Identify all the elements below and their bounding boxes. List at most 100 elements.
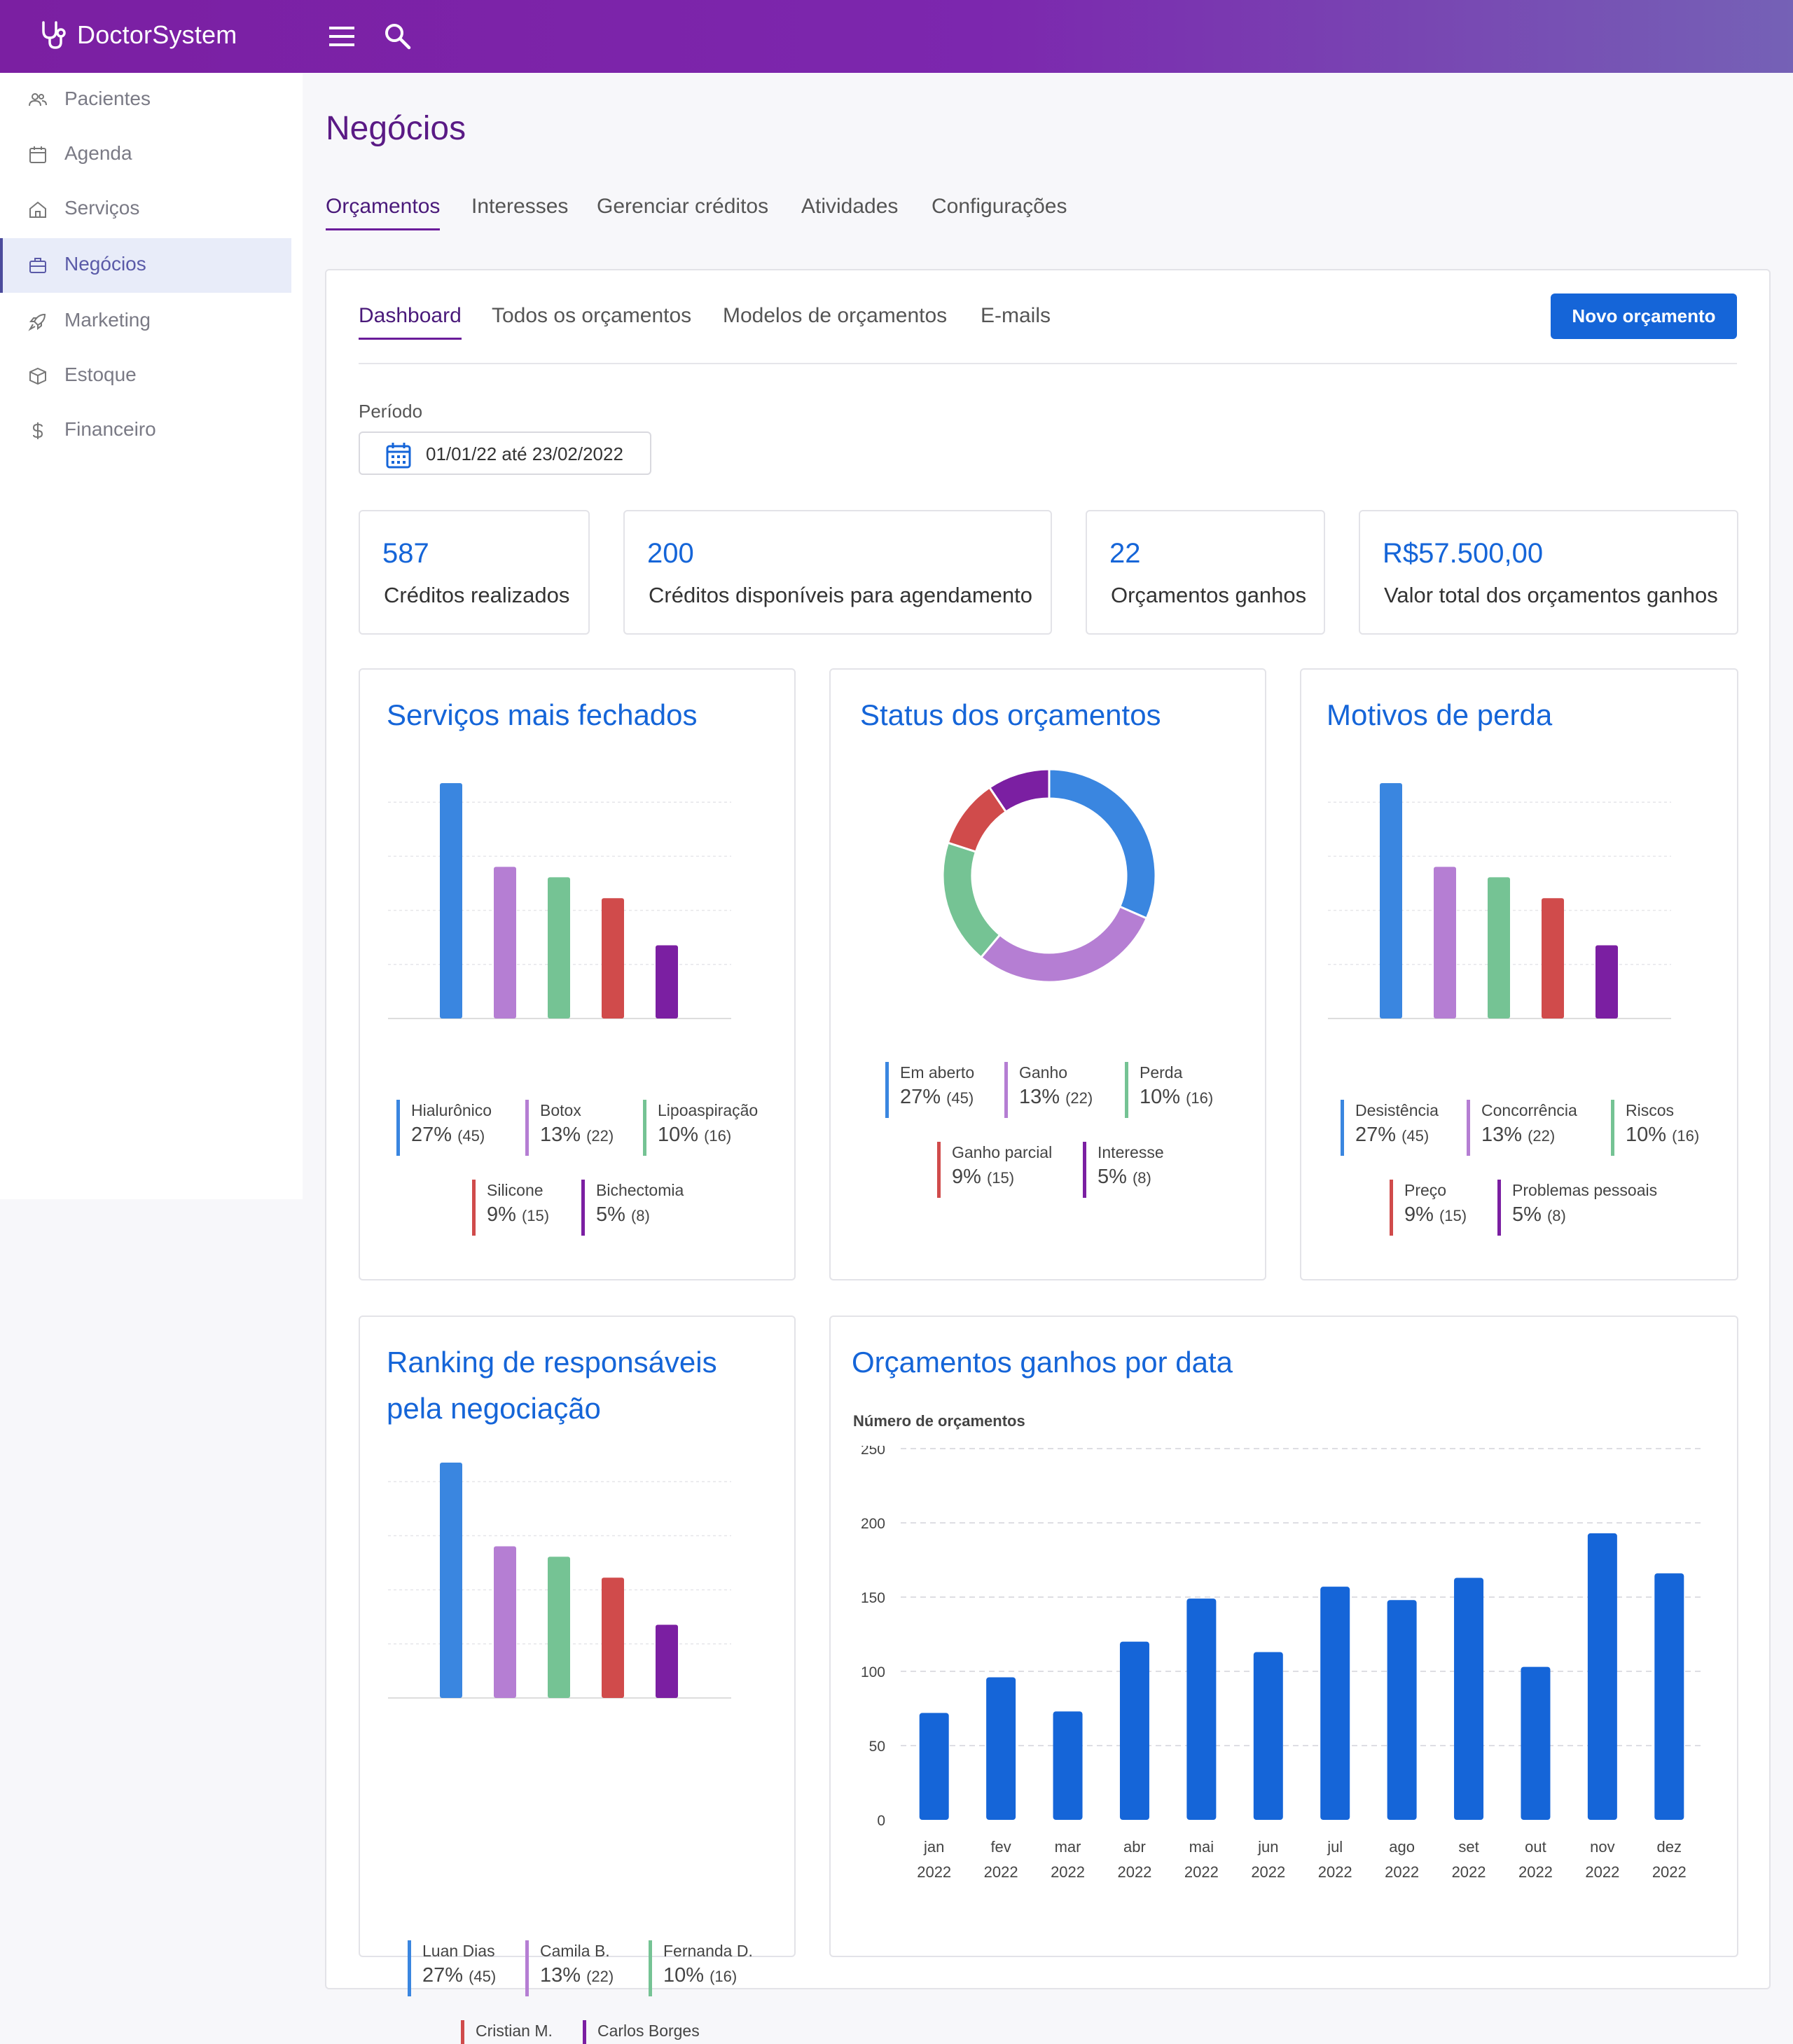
x-tick-label: jun (1257, 1838, 1278, 1856)
bar-chart-por-data: 0 50 100 150 200 250 jan 2022 fev 2022 mar 2022 abr 2… (861, 1446, 1703, 1881)
legend-label: Luan Dias (422, 1942, 495, 1960)
legend-item: Hialurônico 27% (45) (396, 1100, 492, 1156)
tab-orcamentos[interactable]: Orçamentos (326, 195, 441, 230)
legend-value: 10% (16) (1626, 1121, 1699, 1150)
x-tick-year: 2022 (1051, 1863, 1085, 1881)
bar (602, 898, 624, 1018)
sidebar-item-financeiro[interactable]: Financeiro (0, 403, 291, 458)
legend-value: 5% (8) (597, 2041, 700, 2044)
top-bar: DoctorSystem (0, 0, 1793, 73)
sidebar-item-negocios[interactable]: Negócios (0, 238, 291, 293)
tab-atividades[interactable]: Atividades (801, 195, 899, 218)
bar (1521, 1666, 1551, 1820)
legend-percent: 13% (540, 1124, 587, 1146)
legend-percent: 10% (658, 1124, 705, 1146)
legend-item: Preço 9% (15) (1390, 1180, 1467, 1236)
x-tick-label: jan (923, 1838, 944, 1856)
sidebar-item-estoque[interactable]: Estoque (0, 349, 291, 403)
legend-value: 9% (15) (476, 2041, 553, 2044)
legend-item: Ganho 13% (22) (1004, 1062, 1093, 1118)
legend-value: 13% (22) (540, 1121, 614, 1150)
bar (1320, 1587, 1350, 1820)
search-icon[interactable] (384, 22, 412, 54)
page-title: Negócios (326, 110, 466, 147)
sidebar-item-label: Serviços (64, 197, 140, 219)
stat-label: Orçamentos ganhos (1111, 583, 1307, 607)
legend-count: (16) (709, 1968, 738, 1985)
x-tick-year: 2022 (1452, 1863, 1486, 1881)
sidebar-item-marketing[interactable]: Marketing (0, 294, 291, 349)
legend-value: 13% (22) (1481, 1121, 1577, 1150)
legend-value: 27% (45) (900, 1083, 974, 1112)
period-label: Período (359, 401, 423, 422)
new-budget-button[interactable]: Novo orçamento (1551, 294, 1737, 339)
donut-slice (1048, 768, 1157, 920)
app-logo[interactable]: DoctorSystem (39, 20, 237, 50)
legend-label: Concorrência (1481, 1101, 1577, 1119)
tab-dashboard[interactable]: Dashboard (359, 304, 462, 340)
legend-count: (8) (1546, 1207, 1566, 1224)
legend-label: Botox (540, 1101, 581, 1119)
chart-card-servicos: Serviços mais fechados Hialurônico 27% (4… (359, 668, 796, 1280)
stethoscope-icon (42, 21, 66, 49)
sidebar-item-pacientes[interactable]: Pacientes (0, 73, 291, 127)
bar (656, 945, 678, 1018)
legend-count: (8) (630, 1207, 650, 1224)
x-tick-year: 2022 (1585, 1863, 1619, 1881)
tab-emails[interactable]: E-mails (981, 304, 1051, 327)
sidebar-item-servicos[interactable]: Serviços (0, 182, 291, 237)
legend-item: Bichectomia 5% (8) (581, 1180, 684, 1236)
chart-title: Orçamentos ganhos por data (852, 1346, 1233, 1379)
legend-percent: 9% (952, 1166, 987, 1188)
chart-title: Motivos de perda (1327, 698, 1553, 731)
legend-percent: 5% (596, 1203, 631, 1226)
tab-todos-orcamentos[interactable]: Todos os orçamentos (492, 304, 692, 327)
tabs-divider (359, 363, 1737, 364)
legend-item: Carlos Borges5% (8) (583, 2020, 700, 2044)
menu-icon[interactable] (329, 25, 356, 51)
stat-value: 22 (1109, 538, 1141, 569)
y-axis-label: Número de orçamentos (853, 1412, 1025, 1430)
bar (440, 783, 462, 1018)
legend-item: Luan Dias 27% (45) (408, 1940, 496, 1996)
tab-gerenciar-creditos[interactable]: Gerenciar créditos (597, 195, 769, 218)
x-tick-year: 2022 (1184, 1863, 1219, 1881)
y-tick-label: 200 (861, 1516, 885, 1532)
legend-count: (22) (586, 1968, 614, 1985)
tab-configuracoes[interactable]: Configurações (932, 195, 1067, 218)
period-date-picker[interactable]: 01/01/22 até 23/02/2022 (359, 431, 651, 475)
y-tick-label: 0 (877, 1813, 885, 1829)
legend-value: 13% (22) (540, 1961, 614, 1991)
x-tick-label: mar (1055, 1838, 1081, 1856)
chart-title: Status dos orçamentos (860, 698, 1161, 731)
legend-value: 5% (8) (1512, 1201, 1657, 1230)
legend-percent: 27% (1355, 1124, 1402, 1146)
legend-label: Perda (1140, 1063, 1183, 1082)
legend-item: Silicone 9% (15) (472, 1180, 549, 1236)
home-icon (29, 201, 46, 218)
sidebar-item-label: Agenda (64, 142, 132, 164)
stat-label: Créditos realizados (384, 583, 570, 607)
calendar-icon (29, 146, 46, 163)
legend-item: Em aberto 27% (45) (885, 1062, 974, 1118)
legend-value: 9% (15) (487, 1201, 549, 1230)
x-tick-year: 2022 (917, 1863, 951, 1881)
x-tick-label: abr (1123, 1838, 1146, 1856)
tab-modelos-orcamentos[interactable]: Modelos de orçamentos (723, 304, 948, 327)
legend-percent: 27% (411, 1124, 458, 1146)
legend-value: 5% (8) (1098, 1163, 1164, 1192)
bar (986, 1677, 1016, 1820)
stat-label: Créditos disponíveis para agendamento (649, 583, 1033, 607)
legend-percent: 13% (1019, 1086, 1066, 1108)
legend-item: Cristian M.9% (15) (461, 2020, 553, 2044)
tab-interesses[interactable]: Interesses (471, 195, 569, 218)
x-tick-label: dez (1657, 1838, 1682, 1856)
legend-value: 10% (16) (658, 1121, 758, 1150)
x-tick-label: jul (1327, 1838, 1343, 1856)
chart-card-motivos: Motivos de perda Desistência 27% (45) Conc… (1300, 668, 1738, 1280)
legend-item: Concorrência 13% (22) (1467, 1100, 1577, 1156)
sidebar-item-agenda[interactable]: Agenda (0, 127, 291, 182)
legend-count: (45) (946, 1089, 974, 1107)
chart-card-por-data: Orçamentos ganhos por data Número de orç… (829, 1316, 1738, 1957)
stat-label: Valor total dos orçamentos ganhos (1384, 583, 1718, 607)
